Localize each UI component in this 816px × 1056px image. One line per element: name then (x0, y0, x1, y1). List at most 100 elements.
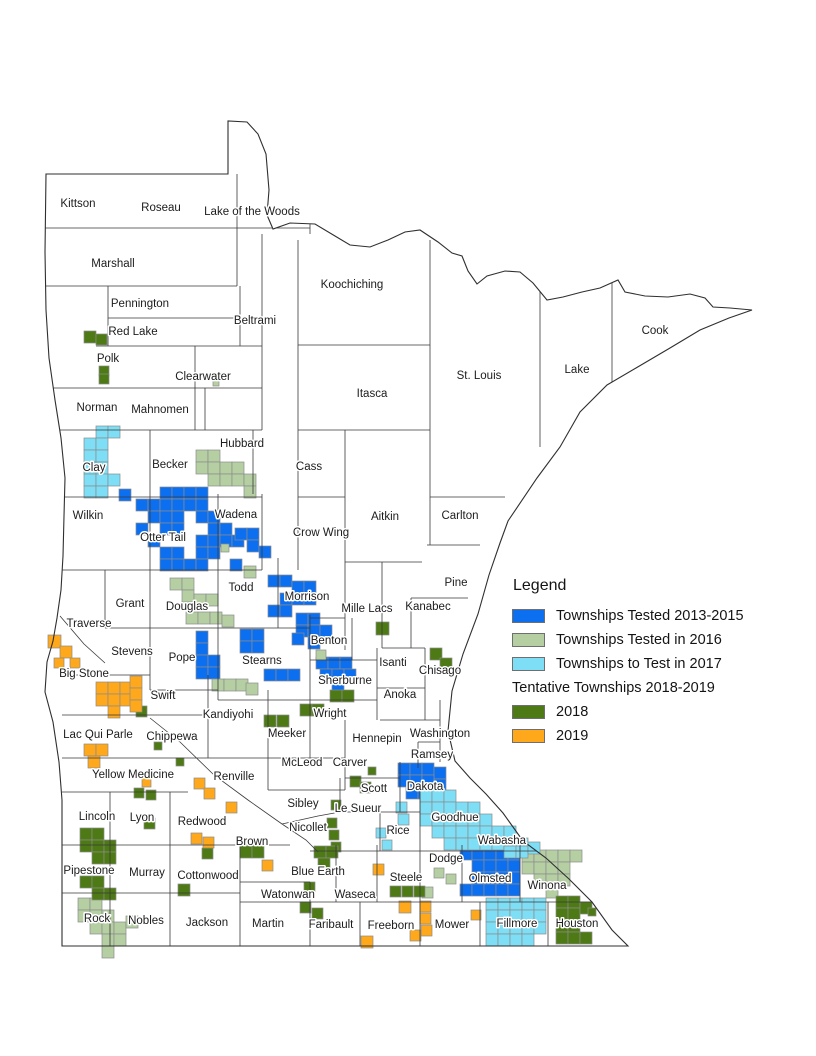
township-tested_2013_2015 (507, 859, 521, 873)
township-tentative_2018 (401, 885, 414, 898)
township-tested_2016 (207, 449, 221, 463)
township-test_2017 (497, 933, 511, 947)
county-label-mille-lacs: Mille Lacs (341, 603, 392, 615)
township-tested_2013_2015 (171, 498, 185, 512)
county-label-pine: Pine (444, 577, 467, 589)
county-label-koochiching: Koochiching (321, 279, 384, 291)
township-test_2017 (443, 825, 457, 839)
township-tested_2016 (77, 897, 91, 911)
township-tentative_2018 (325, 845, 339, 859)
township-tested_2016 (101, 933, 115, 947)
county-label-aitkin: Aitkin (371, 511, 399, 523)
county-labels-layer: Kittson Roseau Lake of the Woods Marshall Ko… (58, 197, 671, 934)
legend-label: 2018 (556, 704, 589, 720)
township-tested_2013_2015 (195, 546, 209, 560)
county-label-mcleod: McLeod (282, 757, 323, 769)
county-label-crow-wing: Crow Wing (293, 527, 349, 539)
township-tested_2013_2015 (433, 766, 447, 780)
township-tentative_2018 (175, 757, 185, 767)
legend-swatch-tentative_2019 (512, 729, 545, 743)
township-tentative_2018 (439, 657, 453, 671)
township-tested_2016 (220, 543, 230, 553)
township-tentative_2019 (409, 929, 422, 942)
county-label-pope: Pope (169, 652, 196, 664)
township-tentative_2018 (91, 839, 105, 853)
county-label-wilkin: Wilkin (73, 510, 104, 522)
township-tentative_2018 (79, 839, 93, 853)
township-tentative_2018 (579, 931, 593, 945)
county-label-olmsted: Olmsted (469, 873, 512, 885)
township-tested_2016 (433, 867, 445, 879)
county-label-ramsey: Ramsey (411, 749, 453, 761)
township-test_2017 (375, 827, 387, 839)
township-tentative_2018 (587, 907, 597, 917)
county-label-stevens: Stevens (111, 646, 153, 658)
township-tested_2013_2015 (195, 498, 209, 512)
township-tentative_2018 (143, 817, 156, 830)
township-test_2017 (431, 825, 445, 839)
county-boundaries (45, 174, 613, 946)
township-tested_2013_2015 (339, 656, 353, 670)
township-tested_2013_2015 (195, 666, 209, 680)
township-tested_2013_2015 (251, 628, 265, 642)
township-tested_2016 (169, 577, 183, 591)
township-test_2017 (83, 437, 97, 451)
township-test_2017 (95, 449, 109, 463)
township-tentative_2019 (129, 687, 143, 701)
legend-item-tentative_2019: 2019 (512, 724, 812, 748)
township-tentative_2019 (107, 693, 121, 707)
township-tested_2013_2015 (263, 668, 277, 682)
township-test_2017 (83, 485, 97, 499)
township-tested_2016 (223, 678, 237, 692)
township-tested_2013_2015 (483, 859, 497, 873)
legend-swatch-tested_2016 (512, 633, 545, 647)
county-label-polk: Polk (97, 353, 120, 365)
legend-items: Townships Tested 2013-2015 Townships Test… (512, 604, 812, 748)
township-tentative_2018 (330, 799, 342, 811)
township-tentative_2018 (313, 845, 327, 859)
township-tentative_2019 (87, 755, 101, 769)
county-label-st-louis: St. Louis (457, 370, 502, 382)
county-label-swift: Swift (151, 690, 177, 702)
township-tentative_2018 (133, 787, 145, 799)
township-tested_2016 (521, 861, 535, 875)
township-tentative_2018 (98, 373, 110, 385)
county-label-benton: Benton (311, 635, 347, 647)
legend-title: Legend (513, 577, 567, 594)
township-test_2017 (521, 897, 535, 911)
township-tested_2016 (231, 473, 245, 487)
county-label-washington: Washington (410, 728, 470, 740)
township-tentative_2019 (53, 657, 65, 669)
township-tentative_2018 (91, 887, 105, 901)
county-label-carver: Carver (333, 757, 368, 769)
township-tentative_2019 (202, 836, 215, 849)
township-test_2017 (397, 813, 410, 826)
township-tentative_2018 (177, 883, 191, 897)
township-tentative_2018 (317, 857, 331, 871)
township-tested_2016 (557, 861, 571, 875)
township-tentative_2018 (91, 875, 105, 889)
township-tested_2016 (207, 473, 221, 487)
township-tested_2013_2015 (327, 656, 341, 670)
county-label-chippewa: Chippewa (146, 731, 198, 743)
township-tentative_2018 (276, 714, 290, 728)
township-tested_2013_2015 (239, 640, 253, 654)
township-squares-layer (47, 330, 597, 959)
county-label-grant: Grant (116, 598, 146, 610)
township-tested_2013_2015 (343, 668, 357, 682)
township-tested_2016 (212, 379, 220, 387)
township-test_2017 (455, 825, 469, 839)
township-tentative_2018 (251, 845, 265, 859)
township-tested_2013_2015 (171, 558, 185, 572)
township-test_2017 (95, 473, 109, 487)
county-label-lyon: Lyon (130, 812, 155, 824)
township-test_2017 (107, 425, 121, 439)
township-tentative_2019 (95, 681, 109, 695)
county-label-hubbard: Hubbard (220, 438, 264, 450)
county-label-wabasha: Wabasha (478, 835, 527, 847)
county-label-traverse: Traverse (67, 618, 112, 630)
county-label-lake-of-the-woods: Lake of the Woods (204, 206, 300, 218)
township-tentative_2018 (83, 330, 97, 344)
county-label-waseca: Waseca (334, 889, 376, 901)
